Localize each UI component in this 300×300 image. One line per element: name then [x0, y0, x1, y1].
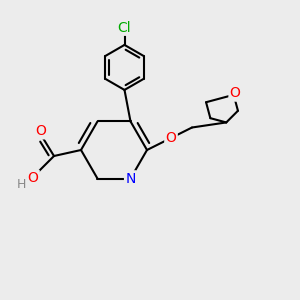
Text: Cl: Cl: [118, 20, 131, 34]
Text: O: O: [28, 171, 38, 185]
Text: O: O: [166, 131, 176, 145]
Text: N: N: [125, 172, 136, 186]
Text: O: O: [230, 86, 241, 100]
Text: H: H: [16, 178, 26, 191]
Text: O: O: [35, 124, 46, 138]
